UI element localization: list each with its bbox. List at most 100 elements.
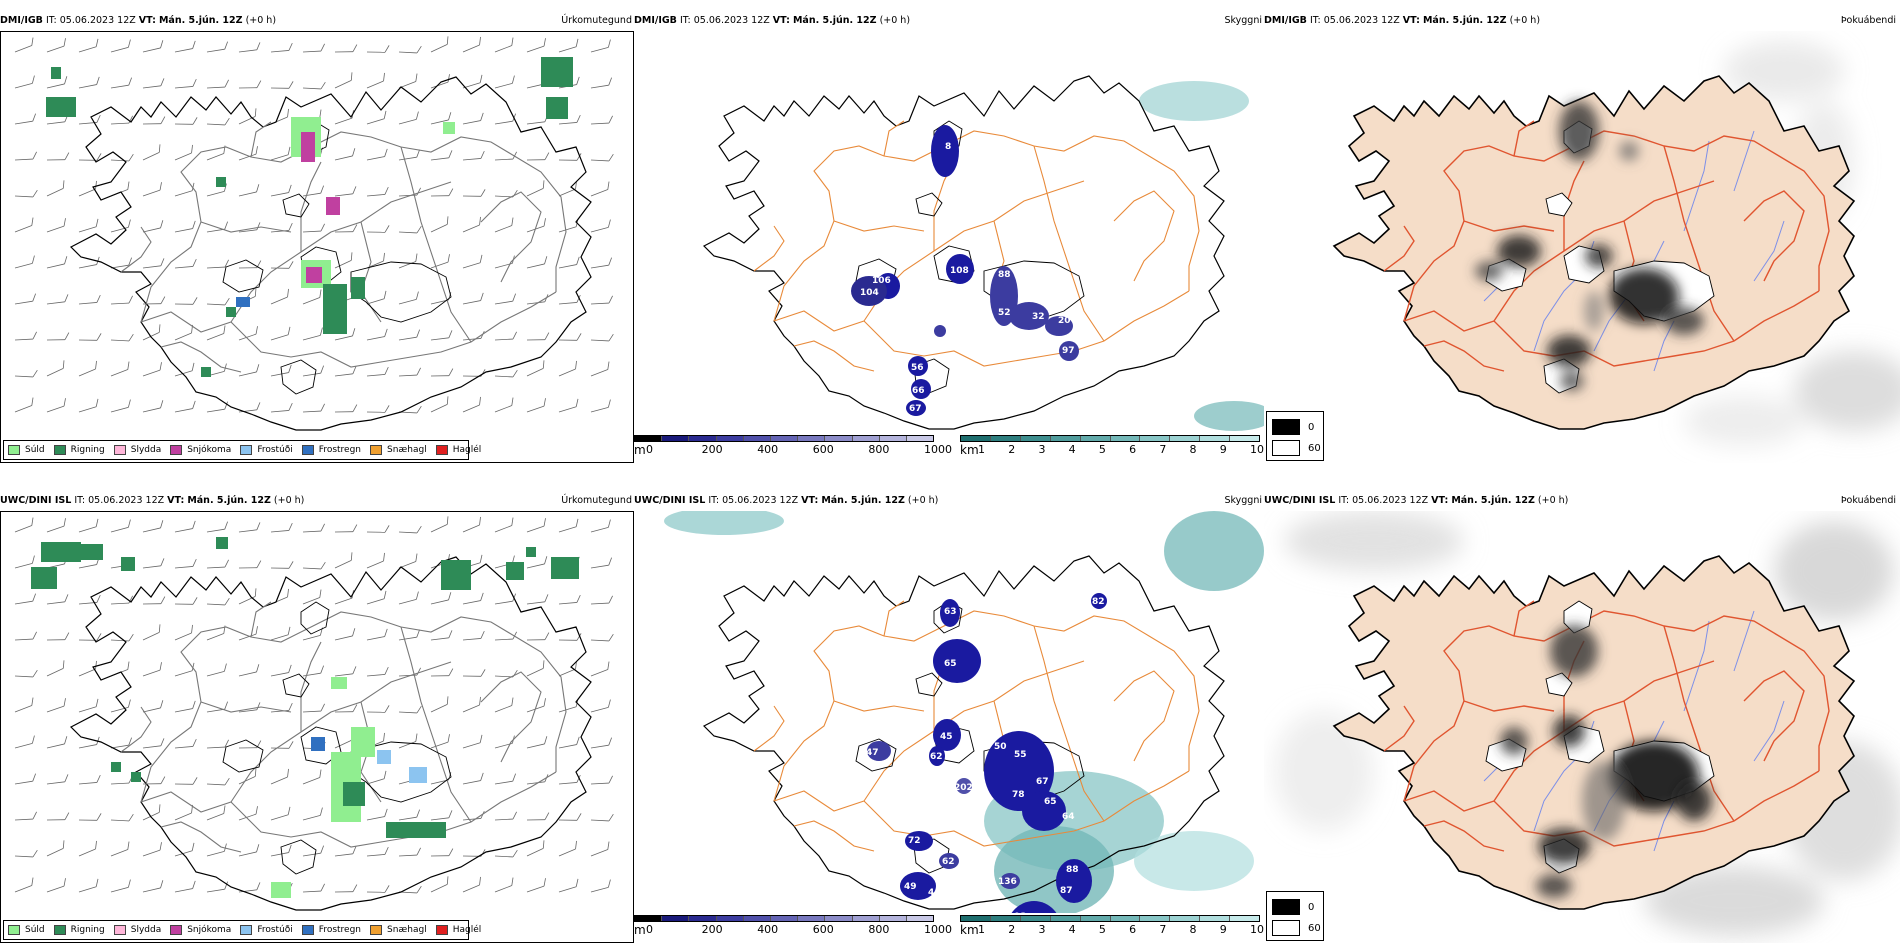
visibility-map-svg: 63 65 82 45 62 50 55 67 78 65 64 202 47 …: [664, 511, 1264, 913]
wind-barb: [366, 666, 389, 677]
wind-barb: [558, 360, 577, 377]
scale-tick-label: 5: [1098, 443, 1106, 456]
scale-unit: km: [960, 443, 979, 457]
precip-legend-item: Rigning: [53, 925, 105, 935]
precip-legend-label: Rigning: [70, 925, 105, 935]
wind-barb: [590, 813, 614, 822]
vt-value: Mán. 5.jún. 12Z: [187, 495, 271, 506]
scale-tick-label: 9: [1219, 923, 1227, 936]
wind-barb: [590, 295, 613, 305]
wind-barb: [14, 735, 35, 749]
precip-type-map[interactable]: Súld Rigning Slydda Snjókoma Frostúði Frostre…: [0, 31, 634, 463]
wind-barb: [174, 520, 196, 533]
wind-barb: [110, 775, 133, 785]
river-line: [1753, 700, 1785, 762]
fog-index-map[interactable]: [1264, 511, 1900, 943]
wind-barb: [590, 595, 613, 605]
wind-barb: [302, 703, 325, 713]
scale-tick-label: 1000: [924, 923, 952, 936]
wind-barb: [110, 661, 130, 677]
road-line: [140, 131, 567, 323]
wind-barb: [590, 633, 614, 642]
wind-barb: [270, 402, 293, 413]
precip-type-map[interactable]: Súld Rigning Slydda Snjókoma Frostúði Frostre…: [0, 511, 634, 943]
wind-barb: [302, 289, 322, 305]
height-scale-bar: [634, 435, 934, 442]
wind-barb: [142, 40, 164, 53]
precip-cells: [46, 57, 573, 377]
visibility-scale-bar: [960, 915, 1260, 922]
wind-barb: [238, 222, 261, 233]
vt-label: VT:: [801, 495, 819, 506]
wind-barb: [334, 704, 358, 713]
visibility-values: 63 65 82 45 62 50 55 67 78 65 64 202 47 …: [866, 597, 1105, 913]
road-line: [140, 771, 557, 848]
product-label: Þokuábendi: [1840, 495, 1896, 506]
wind-barb: [462, 630, 485, 641]
precip-legend-swatch: [8, 925, 20, 935]
wind-barb: [398, 45, 422, 54]
wind-barb: [110, 295, 133, 305]
wind-barb: [462, 36, 481, 53]
precip-legend-label: Rigning: [70, 445, 105, 455]
scale-tick-label: 3: [1038, 443, 1046, 456]
wind-barb: [142, 400, 164, 413]
wind-barb: [110, 153, 134, 162]
height-scale: m 0 200 400 600 800 1000: [634, 435, 952, 457]
wind-barb: [302, 589, 322, 605]
precip-legend-label: Snæhagl: [387, 445, 427, 455]
wind-barb: [494, 37, 514, 53]
wind-barb: [590, 39, 611, 53]
wind-barb: [206, 401, 229, 413]
wind-barb: [238, 806, 258, 821]
wind-barb: [142, 220, 164, 233]
wind-barb: [78, 218, 99, 233]
wind-barb: [430, 876, 449, 893]
wind-barb: [78, 633, 102, 641]
wind-barb: [206, 221, 229, 233]
glacier-outline: [933, 245, 975, 284]
wind-barb: [302, 807, 323, 821]
sea-fog-shading: [1274, 511, 1900, 936]
glacier-outline: [1545, 192, 1573, 217]
it-value: 05.06.2023 12Z: [1323, 15, 1400, 26]
visibility-map[interactable]: 63 65 82 45 62 50 55 67 78 65 64 202 47 …: [634, 511, 1264, 913]
precip-legend-label: Snjókoma: [187, 925, 232, 935]
iceland-outline: [1332, 555, 1856, 910]
precip-legend-label: Súld: [25, 445, 45, 455]
wind-barb: [270, 844, 292, 857]
visibility-map[interactable]: 8 2 106 104 108 88 16 52 32 20 97 56 66 …: [634, 31, 1264, 433]
wind-barb: [174, 182, 195, 197]
wind-barb: [462, 292, 484, 305]
wind-barb: [462, 876, 481, 893]
wind-barb: [174, 700, 196, 713]
fog-legend: 0 60: [1266, 411, 1324, 461]
precip-legend-label: Haglél: [452, 925, 482, 935]
wind-barb: [110, 841, 130, 857]
wind-barb: [302, 403, 325, 413]
scale-tick-label: 5: [1098, 923, 1106, 936]
wind-barb: [494, 877, 514, 893]
wind-barb: [462, 189, 486, 197]
wind-barb: [110, 737, 133, 749]
wind-barb: [494, 331, 517, 341]
wind-barb: [206, 701, 229, 713]
road-line: [250, 121, 272, 158]
wind-barb: [302, 327, 323, 341]
wind-barb: [366, 72, 385, 89]
wind-barb: [78, 518, 99, 533]
it-label: IT:: [708, 495, 720, 506]
visibility-scale-labels: km 1 2 3 4 5 6 7 8 9 10: [960, 442, 1264, 457]
wind-barb: [238, 560, 262, 569]
road-line: [1383, 225, 1415, 272]
wind-barb: [238, 42, 261, 53]
road-line: [400, 626, 472, 823]
road-line: [1563, 160, 1585, 251]
wind-barb: [270, 81, 294, 89]
wind-barb: [558, 38, 579, 53]
wind-barb: [398, 553, 418, 569]
wind-barb: [430, 592, 452, 605]
wind-barb: [142, 624, 161, 641]
precip-cells: [31, 537, 579, 898]
fog-index-map[interactable]: [1264, 31, 1900, 463]
